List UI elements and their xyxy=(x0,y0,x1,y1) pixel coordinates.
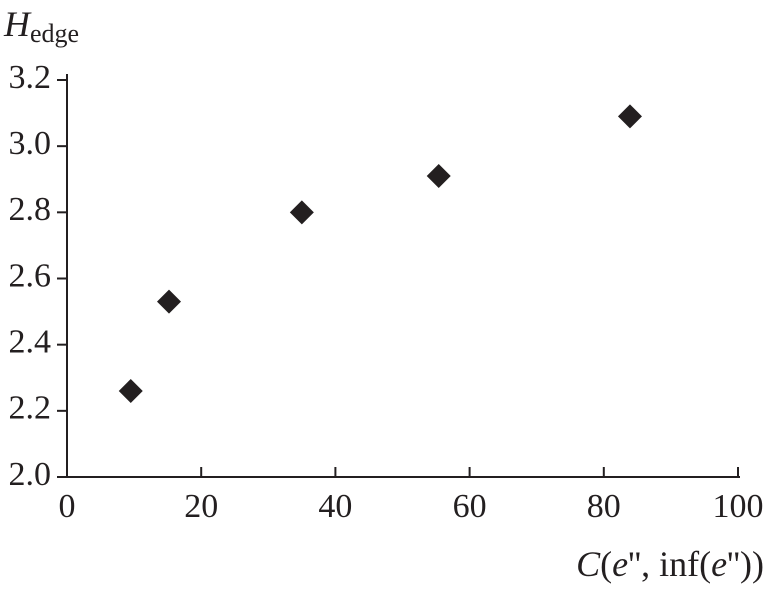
x-axis-label: C(e'', inf(e'')) xyxy=(576,544,764,584)
y-tick-label: 2.2 xyxy=(9,390,52,427)
data-point xyxy=(289,200,314,225)
x-label-part: e xyxy=(711,544,727,584)
data-point xyxy=(118,378,143,403)
x-label-part: '', inf( xyxy=(628,544,711,584)
data-point xyxy=(426,163,451,188)
x-tick-label: 20 xyxy=(184,488,218,525)
x-tick-label: 40 xyxy=(318,488,352,525)
data-point xyxy=(617,104,642,129)
x-tick-label: 60 xyxy=(453,488,487,525)
y-label-symbol: H xyxy=(3,4,32,44)
y-tick-label: 2.4 xyxy=(9,323,52,360)
y-tick-label: 3.0 xyxy=(9,125,52,162)
x-label-part: ( xyxy=(600,544,612,584)
x-label-part: '')) xyxy=(727,544,764,584)
y-label-subscript: edge xyxy=(30,19,79,48)
data-point xyxy=(156,289,181,314)
y-tick-label: 3.2 xyxy=(9,59,52,96)
x-tick-label: 80 xyxy=(587,488,621,525)
y-tick-label: 2.8 xyxy=(9,191,52,228)
y-tick-label: 2.0 xyxy=(9,456,52,493)
x-tick-label: 100 xyxy=(713,488,764,525)
x-tick-label: 0 xyxy=(59,488,76,525)
x-label-part: e xyxy=(612,544,628,584)
y-tick-label: 2.6 xyxy=(9,257,52,294)
x-label-part: C xyxy=(576,544,601,584)
y-axis-label: Hedge xyxy=(3,4,79,48)
